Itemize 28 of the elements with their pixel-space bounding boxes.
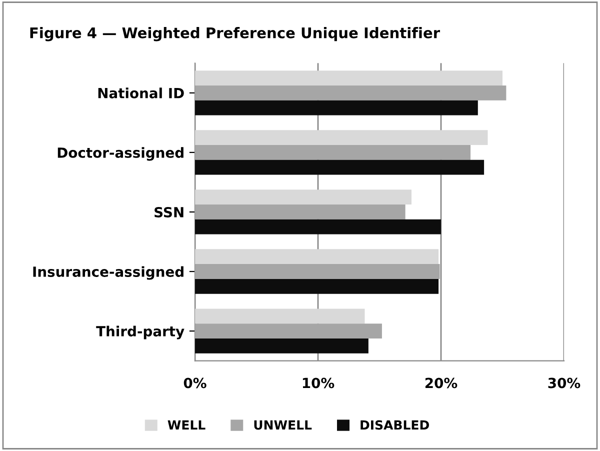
bar xyxy=(195,100,478,116)
bar xyxy=(195,144,471,160)
bar xyxy=(195,190,412,205)
x-tick-label: 0% xyxy=(184,378,206,388)
x-tick-label: 10% xyxy=(302,378,334,388)
bar xyxy=(195,324,382,338)
x-tick-label: 20% xyxy=(425,378,458,388)
bar xyxy=(195,338,368,354)
bar xyxy=(195,130,488,145)
bar xyxy=(195,308,365,324)
y-tick-label: Insurance-assigned xyxy=(33,266,184,280)
y-tick-label: SSN xyxy=(154,206,184,218)
bar xyxy=(195,160,484,175)
legend-label: DISABLED xyxy=(360,420,429,430)
bar xyxy=(195,70,502,86)
bar xyxy=(195,85,506,100)
bar xyxy=(195,264,440,279)
y-tick-label: Doctor-assigned xyxy=(58,147,184,161)
bar xyxy=(195,219,441,234)
bar xyxy=(195,278,439,294)
bar xyxy=(195,204,406,220)
bar xyxy=(195,249,439,264)
x-tick-label: 30% xyxy=(548,378,580,388)
y-tick-label: National ID xyxy=(98,88,184,98)
y-tick-label: Third-party xyxy=(96,326,184,340)
legend-label: WELL xyxy=(168,420,206,430)
chart-title: Figure 4 — Weighted Preference Unique Identifier xyxy=(30,27,440,42)
legend-label: UNWELL xyxy=(254,420,312,430)
